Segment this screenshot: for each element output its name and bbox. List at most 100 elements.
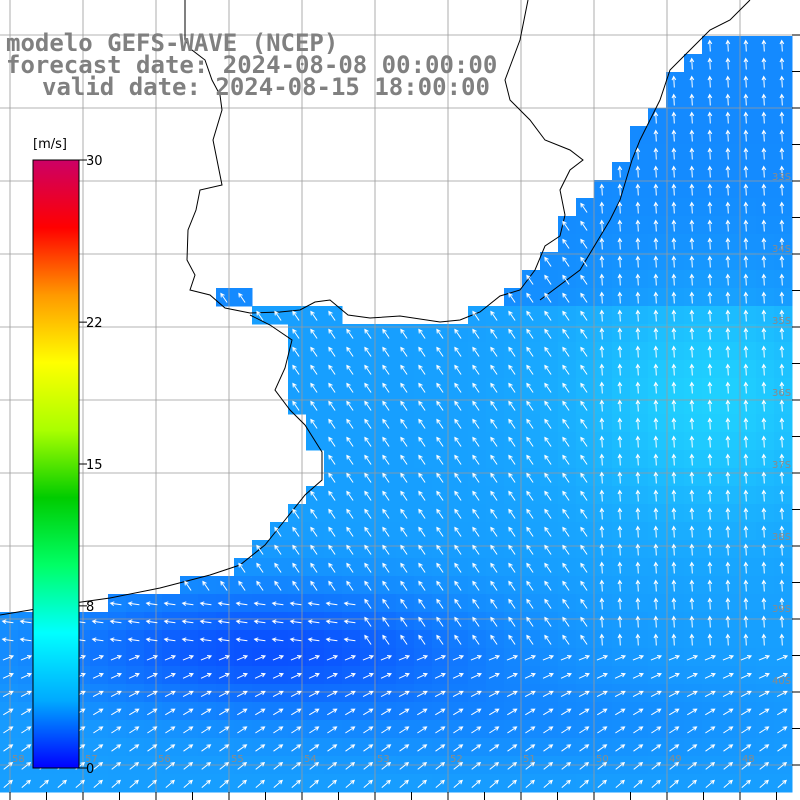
wind-arrow [687,708,698,716]
wind-arrow [725,237,731,250]
wind-arrow [707,399,713,412]
wind-cell [630,522,649,541]
wind-arrow [725,255,731,268]
wind-arrow [93,779,103,788]
wind-cell [576,378,595,397]
wind-arrow [671,327,677,340]
wind-arrow [526,436,534,447]
wind-arrow [310,526,318,537]
wind-cell [612,342,631,361]
wind-cell [324,450,343,469]
wind-arrow [779,579,785,592]
wind-cell [306,306,325,325]
wind-cell [342,540,361,559]
wind-arrow [417,726,428,734]
wind-arrow [761,255,767,268]
wind-arrow [490,328,498,339]
latitude-label: 40S [772,676,791,687]
wind-cell [396,432,415,451]
wind-cell [774,90,793,109]
wind-cell [702,234,721,253]
wind-cell [720,36,739,55]
wind-cell [648,522,667,541]
wind-cell [180,630,199,649]
wind-arrow [508,544,516,555]
wind-cell [342,522,361,541]
wind-arrow [145,619,158,624]
wind-arrow [310,382,318,393]
wind-arrow [635,543,641,556]
wind-arrow [689,237,695,250]
wind-arrow [488,655,501,661]
wind-cell [576,270,595,289]
wind-arrow [707,579,713,592]
wind-cell [594,180,613,199]
wind-arrow [237,761,248,770]
wind-arrow [327,744,338,752]
wind-cell [738,504,757,523]
wind-cell [252,630,271,649]
longitude-label: 54 [304,754,317,765]
wind-arrow [544,328,552,339]
wind-arrow [508,346,516,357]
wind-cell [720,306,739,325]
wind-arrow [671,309,677,322]
wind-arrow [653,363,659,376]
wind-arrow [617,471,623,484]
wind-arrow [653,381,659,394]
wind-cell [648,576,667,595]
wind-cell [360,594,379,613]
wind-cell [288,360,307,379]
wind-cell [306,540,325,559]
wind-cell [720,90,739,109]
wind-cell [450,576,469,595]
wind-arrow [635,381,641,394]
wind-cell [666,252,685,271]
wind-arrow [617,309,623,322]
wind-arrow [653,327,659,340]
wind-arrow [779,147,785,160]
wind-arrow [508,418,516,429]
wind-cell [108,630,127,649]
wind-arrow [669,726,680,734]
wind-cell [306,414,325,433]
wind-arrow [345,726,356,734]
latitude-label: 39S [772,604,791,615]
wind-cell [774,558,793,577]
wind-arrow [217,601,230,606]
wind-arrow [255,744,266,752]
wind-arrow [544,364,552,375]
wind-arrow [507,779,517,788]
wind-arrow [309,708,320,716]
wind-arrow [292,400,300,411]
wind-arrow [580,256,588,267]
wind-arrow [707,273,713,286]
wind-arrow [635,183,641,196]
wind-cell [252,558,271,577]
wind-arrow [418,328,426,339]
wind-arrow [759,761,770,770]
wind-arrow [599,219,605,232]
wind-cell [648,612,667,631]
wind-arrow [508,382,516,393]
wind-arrow [779,435,785,448]
wind-cell [522,414,541,433]
wind-arrow [508,508,516,519]
wind-arrow [617,327,623,340]
wind-arrow [526,418,534,429]
wind-cell [684,504,703,523]
wind-arrow [580,472,588,483]
wind-cell [756,414,775,433]
wind-arrow [653,219,659,232]
wind-arrow [725,129,731,142]
wind-cell [666,180,685,199]
wind-arrow [490,418,498,429]
wind-arrow [542,655,555,661]
wind-arrow [779,525,785,538]
wind-cell [756,36,775,55]
wind-arrow [635,345,641,358]
wind-arrow [470,655,483,661]
wind-cell [684,414,703,433]
wind-cell [702,432,721,451]
wind-cell [216,288,235,307]
